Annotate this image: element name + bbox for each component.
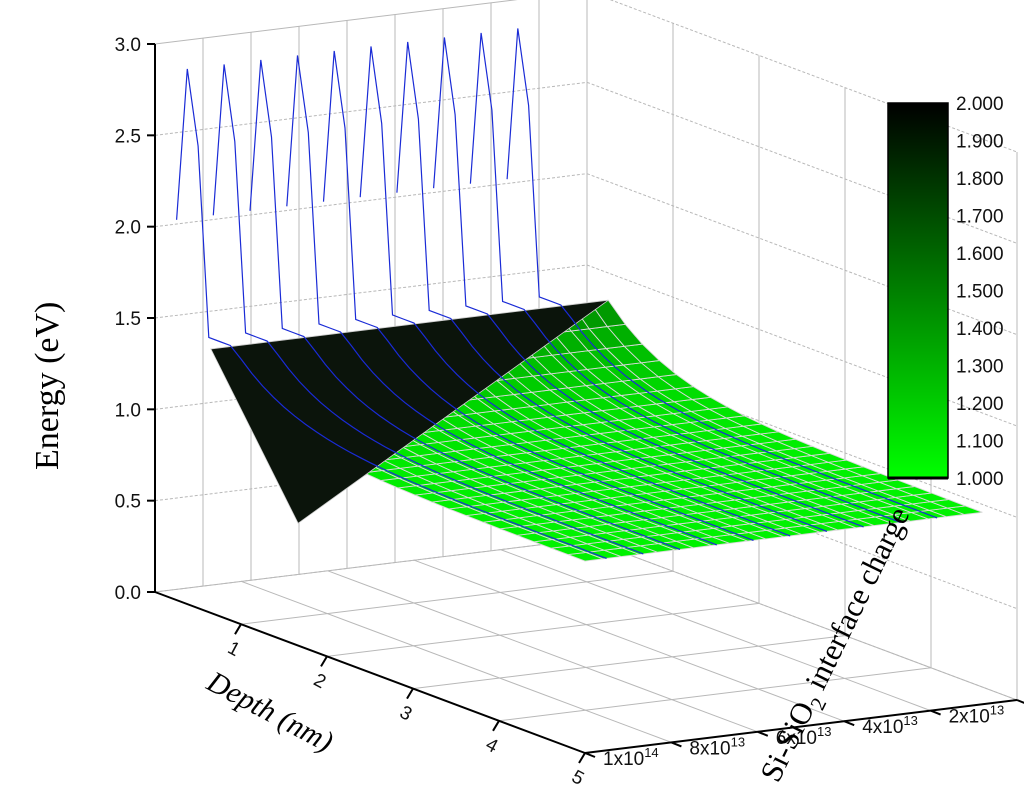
side-wall-hgrid [586,81,1018,244]
floor-grid-u [154,538,588,593]
x-tick [578,752,586,764]
series-line [176,68,607,559]
colorbar-label: 1.900 [956,132,1004,153]
back-wall-hgrid [154,264,588,319]
colorbar-gradient [887,102,949,479]
back-wall-hgrid [154,81,588,136]
series-line [249,59,681,550]
z-axis-title: Energy (eV) [29,302,66,470]
floor-grid-u [498,667,932,722]
x-tick-label: 4 [482,734,502,758]
side-wall-hgrid [586,173,1018,336]
series-line [469,32,901,523]
y-tick-label: 1x1014 [603,745,659,770]
energy-surface [210,299,983,562]
surface-front-ridge [210,299,609,524]
z-tick-label: 0.0 [115,583,141,604]
x-tick [492,720,500,732]
colorbar-label: 1.800 [956,169,1004,190]
z-tick-label: 1.0 [115,400,141,421]
colorbar: 2.000 1.900 1.800 1.700 1.600 1.500 1.400 1.300… [887,94,1004,490]
y-tick-label: 8x1013 [689,734,745,759]
x-tick [406,688,414,700]
floor-grid-u [412,635,846,690]
x-tick [234,623,242,635]
series-line [322,50,754,541]
colorbar-label: 1.100 [956,432,1004,453]
series-line [396,41,828,532]
floor-grid-v [414,559,845,722]
z-tick-label: 1.5 [115,309,141,330]
y-tick [843,720,855,727]
colorbar-label: 1.200 [956,394,1004,415]
floor-grid-u [240,570,674,625]
colorbar-label: 1.000 [956,469,1004,490]
series-lines [176,28,938,559]
floor-grid-v [500,549,931,712]
y-axis-title: Si-SiO2 interface charge [753,501,922,789]
colorbar-label: 2.000 [956,94,1004,115]
z-tick-label: 2.0 [115,218,141,239]
axes: 0.00.51.01.52.02.53.01234502x10134x10136… [115,35,1024,790]
series-line [433,37,864,528]
series-line [286,55,718,546]
z-tick-label: 2.5 [115,126,141,147]
svg-text:Si-SiO2 interface charge: Si-SiO2 interface charge [753,501,922,789]
y-tick [757,730,769,737]
series-line [359,46,791,537]
back-wall-hgrid [154,0,518,45]
y-tick [584,752,596,758]
y-tick [671,741,682,748]
x-tick-label: 5 [568,766,587,790]
floor-grid-v [327,570,758,733]
y-tick-label: 6x1013 [776,724,832,749]
colorbar-label: 1.700 [956,207,1004,228]
x-axis-line [154,591,586,754]
x-tick-label: 1 [224,638,243,662]
z-axis-title-text: Energy (eV) [29,302,66,470]
x-tick-label: 3 [396,702,415,726]
y-tick [1016,699,1024,704]
colorbar-label: 1.300 [956,357,1004,378]
floor-grid-v [586,538,1018,701]
y-tick-label: 2x1013 [949,703,1005,728]
y-tick-label: 4x1013 [862,713,918,738]
colorbar-label: 1.600 [956,244,1004,265]
x-tick-label: 2 [310,670,329,694]
x-tick [320,655,328,667]
y-tick [930,709,941,716]
floor-grid-u [326,602,760,657]
colorbar-label: 1.500 [956,282,1004,303]
colorbar-label: 1.400 [956,319,1004,340]
z-tick-label: 3.0 [115,35,141,56]
series-line [506,28,938,519]
z-tick-label: 0.5 [115,492,141,513]
back-wall-hgrid [154,173,588,228]
side-wall-hgrid [609,0,1018,153]
floor-grid-v [241,580,672,743]
series-line [212,64,644,555]
y-axis-line [584,699,1018,754]
